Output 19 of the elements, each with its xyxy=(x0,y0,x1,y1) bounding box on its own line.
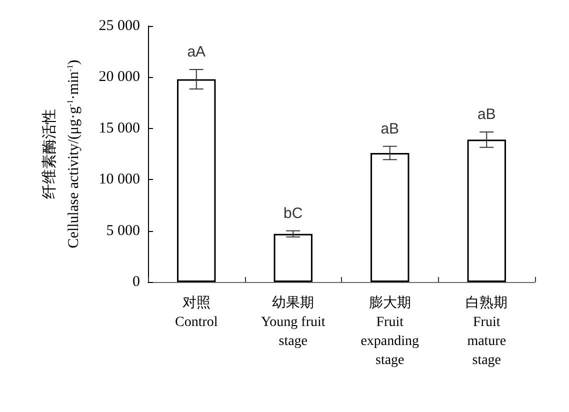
bar xyxy=(274,234,312,282)
annotation: aB xyxy=(477,106,496,123)
bar xyxy=(177,79,216,282)
y-tick-label: 25 000 xyxy=(98,18,140,34)
y-tick-label: 5 000 xyxy=(106,222,140,239)
annotation: aB xyxy=(380,120,400,138)
y-tick-label: 10 000 xyxy=(98,172,140,188)
x-tick-label: 对照 Control xyxy=(174,295,218,330)
x-tick-label: 幼果期 Young fruit stage xyxy=(260,295,326,349)
y-axis-title: 纤维素酶活性 Cellulase activity/(μg·g-1·min-1) xyxy=(41,60,82,248)
y-tick-label: 15 000 xyxy=(98,120,140,136)
x-tick-label: 膨大期 Fruit expanding stage xyxy=(360,295,420,368)
x-tick-label: 白熟期 Fruit mature stage xyxy=(466,295,508,368)
y-tick-label: 20 000 xyxy=(98,69,140,86)
y-tick-label: 0 xyxy=(132,274,140,290)
annotation: aA xyxy=(187,44,206,61)
annotation: bC xyxy=(284,204,303,222)
bar xyxy=(370,152,410,282)
bar xyxy=(467,140,506,282)
